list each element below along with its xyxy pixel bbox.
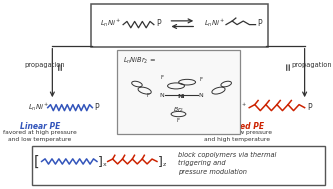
FancyBboxPatch shape [32,146,325,184]
Text: F: F [200,77,203,82]
Text: Ni: Ni [178,94,185,99]
FancyBboxPatch shape [91,5,268,47]
Text: block copolymers via thermal
triggering and
pressure modulation: block copolymers via thermal triggering … [178,152,277,175]
Text: N: N [198,93,203,98]
Text: $L_nNi^+$: $L_nNi^+$ [226,102,248,113]
Text: F: F [146,93,149,98]
Text: ≡: ≡ [283,61,293,70]
Text: $L_nNiBr_2$ =: $L_nNiBr_2$ = [123,56,156,66]
Text: propagation: propagation [25,62,65,68]
Text: ]: ] [98,155,103,168]
Text: $L_nNi^+$: $L_nNi^+$ [204,18,225,29]
Text: Branched PE: Branched PE [210,122,264,131]
Text: P: P [156,19,161,28]
Text: favored at high pressure
and low temperature: favored at high pressure and low tempera… [3,130,77,142]
Text: N: N [160,93,165,98]
Text: ≡: ≡ [55,61,65,70]
Text: propagation: propagation [292,62,332,68]
Text: P: P [307,103,312,112]
Text: x: x [103,162,106,167]
Text: F: F [177,118,180,123]
Text: $Br_2$: $Br_2$ [173,105,184,114]
Text: Linear PE: Linear PE [20,122,60,131]
Text: ]: ] [158,155,163,168]
Text: $L_nNi^+$: $L_nNi^+$ [28,102,49,113]
Text: favored at low pressure
and high temperature: favored at low pressure and high tempera… [201,130,272,142]
Text: [: [ [34,154,40,168]
Text: z: z [163,162,166,167]
Text: $L_nNi^+$: $L_nNi^+$ [100,18,122,29]
FancyBboxPatch shape [117,50,240,134]
Text: F: F [160,75,163,80]
Text: P: P [258,19,262,28]
Text: P: P [94,103,99,112]
